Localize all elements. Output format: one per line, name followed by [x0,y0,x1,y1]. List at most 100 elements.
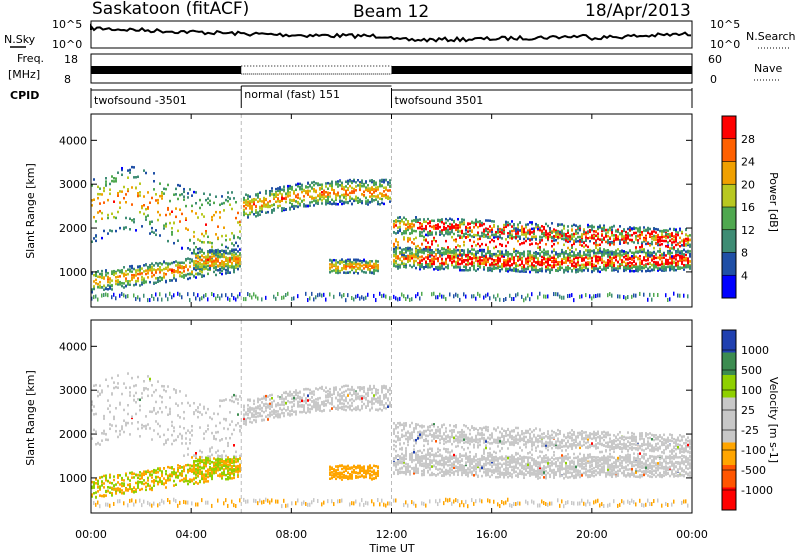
heatmap-cell [345,185,347,188]
heatmap-cell [279,186,281,189]
heatmap-cell [521,242,523,245]
heatmap-cell [665,244,667,248]
heatmap-cell [277,189,279,193]
heatmap-cell [147,423,149,426]
heatmap-cell [425,225,427,229]
heatmap-cell [145,481,147,485]
heatmap-cell [379,192,381,195]
heatmap-cell [679,228,681,232]
heatmap-cell [597,257,599,261]
heatmap-cell [507,221,509,224]
heatmap-cell [107,486,109,489]
heatmap-cell [509,232,511,235]
nave-label: Nave [754,62,782,75]
heatmap-cell [287,195,289,198]
heatmap-cell [151,488,153,492]
heatmap-cell [505,267,507,270]
heatmap-cell [591,226,593,229]
heatmap-cell [405,218,407,221]
heatmap-cell [533,268,535,272]
heatmap-cell [569,293,571,298]
heatmap-cell [655,234,657,238]
heatmap-cell [383,194,385,197]
heatmap-cell [667,241,669,244]
heatmap-cell [419,255,421,259]
heatmap-cell [91,486,93,490]
heatmap-cell [445,229,447,233]
heatmap-cell [607,252,609,255]
heatmap-cell [173,241,175,245]
heatmap-cell [361,261,363,264]
heatmap-cell [133,384,135,388]
heatmap-cell [561,234,563,238]
heatmap-cell [137,194,139,198]
heatmap-cell [615,255,617,259]
heatmap-cell [555,263,557,267]
heatmap-cell [239,237,241,240]
station-title: Saskatoon (fitACF) [92,0,249,19]
nave-tick-bottom: 0 [710,73,717,86]
heatmap-cell [333,269,335,272]
heatmap-cell [433,291,435,296]
heatmap-cell [359,198,361,201]
heatmap-cell [129,168,131,172]
heatmap-cell [273,193,275,197]
heatmap-cell [131,203,133,206]
heatmap-cell [663,267,665,270]
heatmap-cell [129,487,131,491]
heatmap-cell [547,250,549,253]
heatmap-cell [123,408,125,412]
heatmap-cell [121,482,123,485]
heatmap-cell [203,274,205,278]
heatmap-cell [527,258,529,261]
heatmap-cell [677,262,679,265]
heatmap-cell [377,266,379,270]
yaxis-tick-label: 3000 [59,178,87,191]
heatmap-cell [589,294,591,299]
heatmap-cell [101,193,103,196]
heatmap-cell [477,242,479,246]
heatmap-cell [569,253,571,256]
heatmap-cell [443,234,445,237]
heatmap-cell [629,269,631,273]
heatmap-cell [631,254,633,258]
heatmap-cell [171,233,173,236]
heatmap-cell [573,232,575,236]
heatmap-cell [105,183,107,186]
heatmap-cell [637,267,639,270]
heatmap-cell [225,259,227,262]
heatmap-cell [509,223,511,226]
heatmap-cell [547,266,549,269]
heatmap-cell [651,254,653,257]
heatmap-cell [625,268,627,272]
heatmap-cell [559,232,561,235]
heatmap-cell [593,242,595,245]
heatmap-cell [603,226,605,229]
heatmap-cell [345,180,347,184]
heatmap-cell [119,499,121,504]
heatmap-cell [563,227,565,230]
heatmap-cell [395,251,397,254]
heatmap-cell [121,173,123,177]
heatmap-cell [673,240,675,244]
heatmap-cell [237,254,239,258]
heatmap-cell [523,264,525,267]
heatmap-cell [197,272,199,276]
heatmap-cell [561,259,563,263]
heatmap-cell [413,219,415,222]
heatmap-cell [677,266,679,270]
heatmap-cell [579,238,581,242]
heatmap-cell [205,198,207,202]
heatmap-cell [449,248,451,251]
heatmap-cell [137,480,139,484]
heatmap-cell [517,255,519,259]
heatmap-cell [687,294,689,299]
heatmap-cell [329,182,331,186]
heatmap-cell [165,222,167,226]
heatmap-cell [131,422,133,425]
heatmap-cell [123,501,125,506]
heatmap-cell [359,296,361,301]
heatmap-cell [157,297,159,302]
heatmap-cell [479,258,481,262]
heatmap-cell [95,271,97,274]
